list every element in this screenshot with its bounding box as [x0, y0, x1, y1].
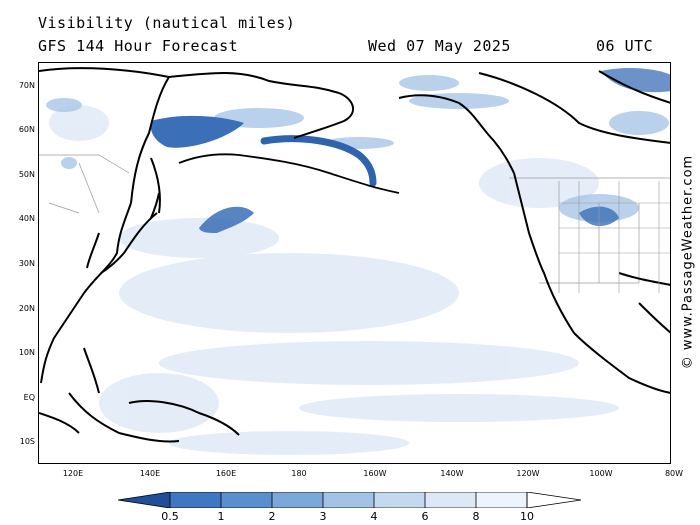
dense-fog-bands — [150, 68, 670, 233]
coastlines — [39, 67, 670, 443]
lon-label-160w: 160W — [363, 469, 387, 478]
medium-haze-fields — [46, 75, 669, 222]
lon-label-160e: 160E — [215, 469, 237, 478]
legend-low-end — [118, 492, 170, 508]
light-haze-fields — [49, 105, 619, 455]
lon-label-120e: 120E — [62, 469, 84, 478]
legend-band-2 — [221, 492, 272, 508]
legend-tick-0-5: 0.5 — [161, 510, 179, 523]
legend-colorbar — [117, 491, 582, 509]
legend-tick-4: 4 — [370, 510, 378, 523]
lon-label-80w: 80W — [664, 469, 684, 478]
legend-tick-10: 10 — [520, 510, 534, 523]
visibility-map — [38, 62, 671, 464]
legend-tick-8: 8 — [472, 510, 480, 523]
legend-high-end — [526, 491, 582, 509]
lat-label-70n: 70N — [18, 81, 35, 90]
legend-tick-6: 6 — [421, 510, 429, 523]
lat-label-10s: 10S — [19, 437, 35, 446]
lat-label-50n: 50N — [18, 170, 35, 179]
legend-tick-2: 2 — [268, 510, 276, 523]
lon-label-140w: 140W — [440, 469, 464, 478]
lon-label-140e: 140E — [139, 469, 161, 478]
lon-label-180: 180 — [291, 469, 307, 478]
site-credit: © www.PassageWeather.com — [680, 154, 696, 370]
legend-band-3 — [272, 492, 323, 508]
forecast-date: Wed 07 May 2025 — [368, 37, 511, 55]
political-borders — [39, 154, 670, 293]
us-state-lines — [559, 181, 670, 293]
forecast-time: 06 UTC — [596, 37, 654, 55]
forecast-model: GFS 144 Hour Forecast — [38, 37, 239, 55]
legend-band-7 — [476, 492, 527, 508]
legend-band-1 — [170, 492, 221, 508]
legend-tick-3: 3 — [319, 510, 327, 523]
legend-band-4 — [323, 492, 374, 508]
legend-band-5 — [374, 492, 425, 508]
map-title: Visibility (nautical miles) — [38, 14, 296, 32]
lat-label-10n: 10N — [18, 348, 35, 357]
lon-label-100w: 100W — [589, 469, 613, 478]
visibility-legend: 0.5 1 2 3 4 6 8 10 — [117, 491, 583, 524]
map-canvas — [39, 67, 670, 455]
lon-label-120w: 120W — [516, 469, 540, 478]
lat-label-30n: 30N — [18, 259, 35, 268]
lat-label-40n: 40N — [18, 214, 35, 223]
lat-label-20n: 20N — [18, 304, 35, 313]
legend-tick-1: 1 — [217, 510, 225, 523]
lat-label-eq: EQ — [23, 393, 35, 402]
lat-label-60n: 60N — [18, 125, 35, 134]
legend-band-6 — [425, 492, 476, 508]
fog-streak — [260, 135, 377, 187]
